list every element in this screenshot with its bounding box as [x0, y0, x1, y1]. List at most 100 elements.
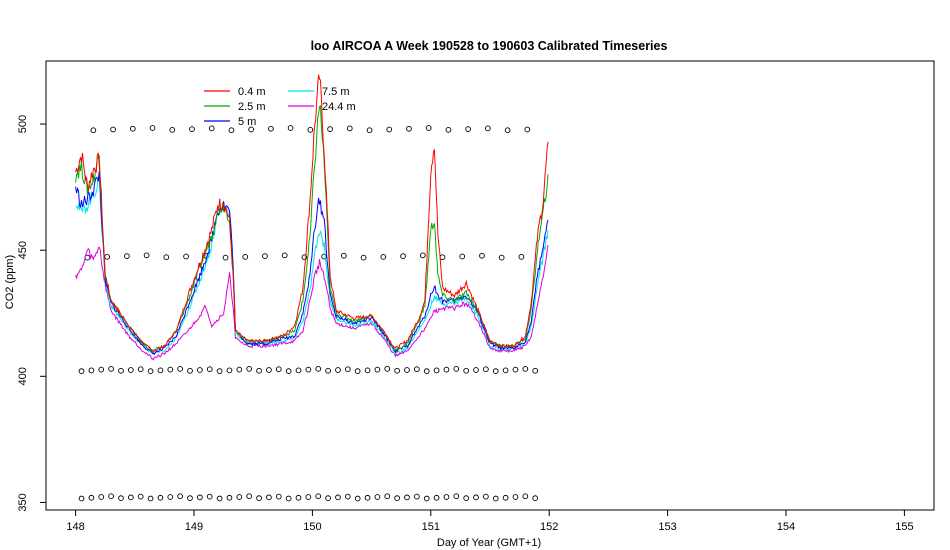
calibration-point: [281, 252, 288, 259]
calibration-point: [364, 367, 371, 374]
legend: 0.4 m 2.5 m 5 m 7.5 m 24.4 m: [204, 86, 356, 128]
calibration-point: [206, 366, 213, 373]
calibration-point: [453, 366, 460, 372]
calibration-point: [419, 252, 426, 259]
calibration-point: [118, 495, 124, 501]
chart-title: loo AIRCOA A Week 190528 to 190603 Calib…: [311, 39, 668, 53]
calibration-point: [305, 366, 312, 373]
calibration-point: [285, 368, 292, 374]
calibration-point: [492, 495, 499, 502]
x-axis: 148 149 150 151 152 153 154 155: [66, 510, 914, 533]
series-line-4: [75, 245, 549, 361]
calibration-point: [463, 495, 470, 501]
calibration-point: [262, 253, 268, 259]
calibration-point: [78, 368, 85, 374]
calibration-point: [445, 127, 452, 133]
series-lines: [75, 74, 549, 361]
calibration-point: [463, 367, 470, 374]
calibration-point: [226, 494, 233, 501]
x-tick-label: 153: [658, 521, 676, 533]
calibration-point: [315, 366, 322, 372]
calibration-point: [98, 366, 105, 373]
x-axis-label: Day of Year (GMT+1): [437, 537, 541, 549]
calibration-point: [414, 366, 420, 373]
calibration-point: [341, 252, 347, 259]
x-tick-label: 152: [540, 521, 558, 533]
calibration-point: [88, 494, 95, 501]
calibration-point: [335, 494, 341, 501]
calibration-point: [504, 127, 511, 134]
calibration-point: [384, 366, 391, 372]
calibration-point: [183, 253, 189, 260]
calibration-point: [512, 494, 519, 500]
calibration-point: [169, 127, 176, 133]
calibration-point: [149, 125, 156, 131]
calibration-point: [216, 495, 223, 502]
y-tick-label: 500: [17, 115, 29, 133]
calibration-point: [485, 125, 491, 132]
calibration-point: [423, 368, 430, 374]
calibration-markers: [78, 125, 539, 502]
calibration-point: [483, 493, 489, 500]
calibration-point: [374, 366, 381, 373]
calibration-point: [256, 495, 262, 501]
calibration-point: [301, 254, 308, 261]
calibration-point: [443, 494, 450, 500]
legend-label: 7.5 m: [322, 86, 350, 98]
calibration-point: [473, 367, 479, 373]
series-line-2: [75, 171, 549, 356]
calibration-point: [394, 495, 400, 501]
calibration-point: [275, 493, 282, 500]
calibration-point: [222, 254, 229, 261]
calibration-point: [268, 125, 274, 132]
x-tick-label: 149: [185, 521, 203, 533]
calibration-point: [177, 493, 183, 500]
calibration-point: [532, 495, 539, 501]
y-axis-label: CO2 (ppm): [4, 255, 16, 309]
y-tick-label: 450: [17, 241, 29, 259]
calibration-point: [78, 495, 85, 502]
calibration-point: [167, 494, 174, 500]
calibration-point: [147, 368, 154, 374]
calibration-point: [518, 254, 525, 260]
calibration-point: [187, 495, 193, 501]
calibration-point: [275, 366, 282, 373]
calibration-point: [498, 254, 505, 261]
calibration-point: [118, 367, 124, 374]
calibration-point: [327, 126, 333, 132]
calibration-point: [459, 253, 466, 260]
calibration-point: [157, 494, 164, 501]
calibration-point: [236, 366, 243, 373]
calibration-point: [443, 366, 450, 373]
y-axis: 350 400 450 500: [17, 115, 46, 512]
calibration-point: [404, 367, 410, 373]
calibration-point: [321, 253, 327, 260]
calibration-point: [492, 368, 499, 374]
calibration-point: [364, 494, 371, 501]
calibration-point: [354, 368, 361, 374]
calibration-point: [137, 366, 144, 373]
calibration-point: [163, 254, 170, 261]
calibration-point: [522, 493, 529, 500]
calibration-point: [404, 494, 410, 501]
calibration-point: [90, 127, 97, 134]
calibration-point: [187, 367, 193, 374]
calibration-point: [439, 254, 446, 261]
calibration-point: [483, 366, 489, 373]
calibration-point: [325, 367, 331, 374]
calibration-point: [266, 367, 272, 373]
x-tick-label: 155: [895, 521, 913, 533]
y-tick-label: 400: [17, 367, 29, 385]
calibration-point: [335, 367, 341, 373]
calibration-point: [315, 493, 322, 500]
calibration-point: [98, 494, 105, 500]
legend-label: 5 m: [238, 116, 256, 128]
calibration-point: [307, 127, 314, 133]
calibration-point: [400, 253, 406, 259]
calibration-point: [236, 494, 243, 500]
calibration-point: [127, 367, 134, 373]
calibration-point: [147, 495, 154, 502]
calibration-point: [189, 126, 195, 132]
calibration-point: [197, 494, 203, 501]
calibration-point: [124, 253, 130, 259]
